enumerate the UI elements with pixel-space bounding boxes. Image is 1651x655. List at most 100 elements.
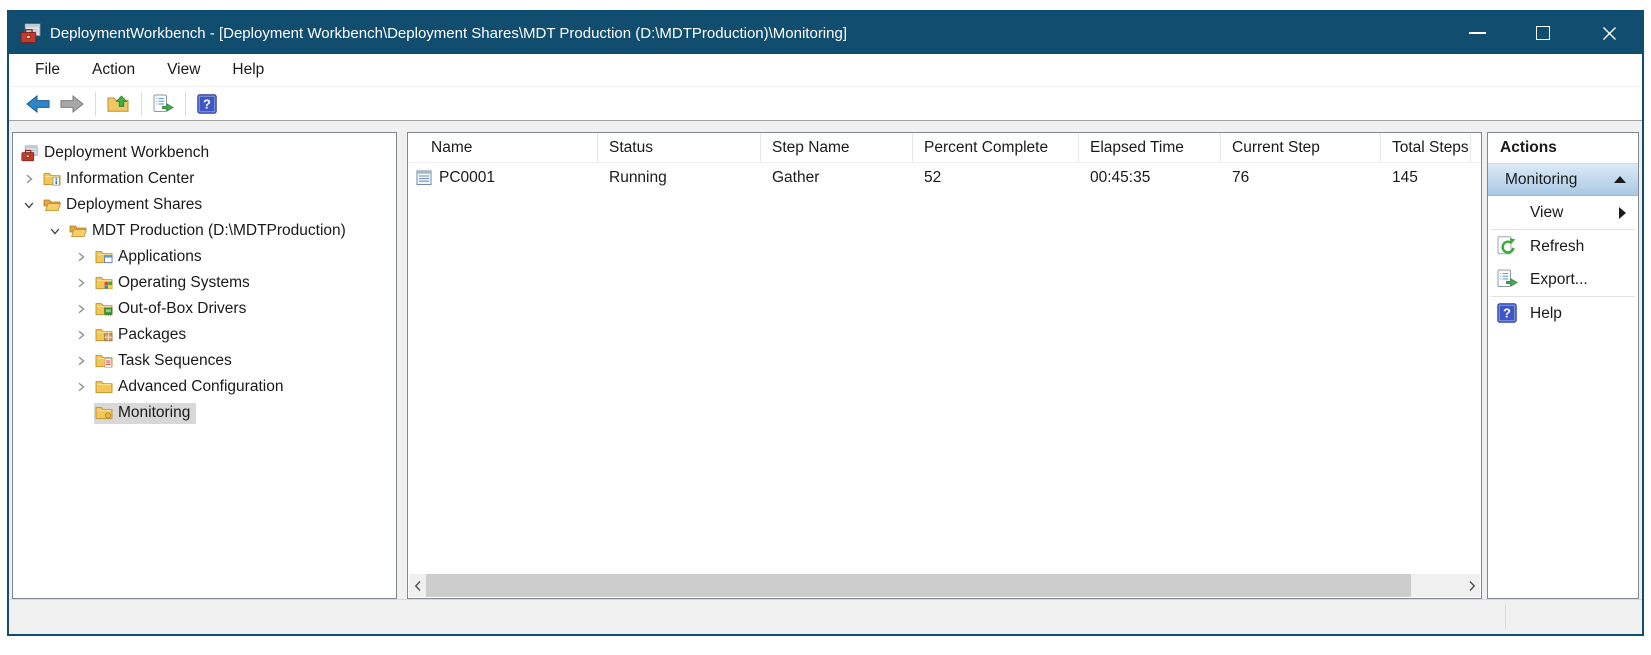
export-list-button[interactable]	[148, 90, 179, 118]
scrollbar-thumb[interactable]	[426, 574, 1412, 597]
tree-item-information-center[interactable]: Information Center	[13, 166, 396, 192]
action-help[interactable]: ? Help	[1488, 297, 1638, 330]
tree-item-deployment-shares[interactable]: Deployment Shares	[13, 192, 396, 218]
chevron-collapsed-icon[interactable]	[75, 329, 87, 341]
help-icon: ?	[1497, 303, 1518, 324]
column-header-percent-complete[interactable]: Percent Complete	[913, 133, 1079, 162]
tree-item-label: Task Sequences	[118, 351, 232, 369]
window-controls	[1444, 12, 1642, 54]
column-header-name[interactable]: Name	[408, 133, 598, 162]
action-label: Help	[1530, 304, 1562, 322]
forward-arrow-button[interactable]	[55, 90, 89, 118]
toolbar: ?	[9, 87, 1642, 121]
svg-text:?: ?	[1503, 306, 1511, 321]
chevron-expanded-icon[interactable]	[49, 225, 61, 237]
tree-item-label: Deployment Workbench	[44, 143, 210, 161]
cell-text-step_name: Gather	[772, 169, 820, 186]
action-label: Export...	[1530, 270, 1588, 288]
chevron-expanded-icon[interactable]	[23, 199, 35, 211]
menu-view[interactable]: View	[167, 61, 201, 78]
chevron-collapsed-icon[interactable]	[23, 173, 35, 185]
column-header-total-steps[interactable]: Total Steps	[1381, 133, 1471, 162]
cell-name: PC0001	[408, 169, 598, 187]
chevron-left-icon	[414, 580, 422, 592]
chevron-collapsed-icon[interactable]	[75, 381, 87, 393]
back-arrow-button[interactable]	[21, 90, 55, 118]
tree-item-deployment-workbench[interactable]: Deployment Workbench	[13, 140, 396, 166]
scroll-left-button[interactable]	[409, 574, 426, 597]
actions-sections: Monitoring View Refresh Export...? Help	[1488, 163, 1638, 330]
tree-item-content: Out-of-Box Drivers	[94, 299, 252, 320]
chevron-collapsed-icon[interactable]	[75, 355, 87, 367]
tree-item-label: MDT Production (D:\MDTProduction)	[92, 221, 346, 239]
tree-item-operating-systems[interactable]: Operating Systems	[13, 270, 396, 296]
tree-item-content: Advanced Configuration	[94, 377, 289, 398]
tree-item-content: Information Center	[42, 169, 200, 190]
folder-driver-icon	[95, 301, 113, 317]
cell-text-status: Running	[609, 169, 667, 186]
folder-package-icon	[95, 327, 113, 343]
list-view-body: PC0001 Running Gather 52 00:45:35 76 145	[408, 163, 1481, 193]
menu-bar: File Action View Help	[9, 54, 1642, 87]
action-refresh[interactable]: Refresh	[1488, 230, 1638, 263]
help-icon: ?	[197, 93, 217, 114]
toolbar-separator	[185, 91, 186, 116]
status-bar-divider	[1505, 605, 1506, 629]
folder-task-icon	[95, 353, 113, 369]
tree-item-content: Operating Systems	[94, 273, 256, 294]
tree-item-packages[interactable]: Packages	[13, 322, 396, 348]
up-one-level-button[interactable]	[102, 90, 135, 118]
cell-current_step: 76	[1221, 169, 1381, 187]
tree-item-mdt-production-d-mdtproduction[interactable]: MDT Production (D:\MDTProduction)	[13, 218, 396, 244]
tree-item-label: Deployment Shares	[66, 195, 203, 213]
column-header-elapsed-time[interactable]: Elapsed Time	[1079, 133, 1221, 162]
tree-item-label: Out-of-Box Drivers	[118, 299, 247, 317]
column-header-step-name[interactable]: Step Name	[761, 133, 913, 162]
folder-open-icon	[43, 197, 61, 213]
toolbar-separator	[141, 91, 142, 116]
cell-percent_complete: 52	[913, 169, 1079, 187]
title-bar: DeploymentWorkbench - [Deployment Workbe…	[9, 12, 1642, 54]
column-header-status[interactable]: Status	[598, 133, 761, 162]
actions-separator	[1491, 296, 1635, 297]
scrollbar-track[interactable]	[1411, 574, 1463, 597]
svg-text:?: ?	[203, 96, 211, 111]
help-button[interactable]: ?	[192, 90, 222, 118]
tree-item-applications[interactable]: Applications	[13, 244, 396, 270]
tree-item-advanced-configuration[interactable]: Advanced Configuration	[13, 374, 396, 400]
actions-section-monitoring[interactable]: Monitoring	[1488, 163, 1638, 196]
folder-monitor-icon	[95, 405, 113, 421]
action-view[interactable]: View	[1488, 196, 1638, 229]
maximize-icon	[1536, 26, 1550, 40]
submenu-arrow-icon	[1619, 206, 1626, 219]
scroll-right-button[interactable]	[1463, 574, 1480, 597]
column-header-filler	[1471, 133, 1481, 162]
chevron-collapsed-icon[interactable]	[75, 277, 87, 289]
tree-item-monitoring[interactable]: Monitoring	[13, 400, 396, 426]
menu-help[interactable]: Help	[232, 61, 265, 78]
list-row-pc0001[interactable]: PC0001 Running Gather 52 00:45:35 76 145	[408, 163, 1481, 193]
menu-action[interactable]: Action	[91, 61, 136, 78]
export-list-icon	[153, 94, 174, 113]
tree-pane: Deployment Workbench Information Center De…	[12, 132, 397, 599]
maximize-button[interactable]	[1510, 12, 1576, 54]
horizontal-scrollbar[interactable]	[409, 574, 1480, 597]
menu-file[interactable]: File	[35, 61, 60, 78]
cell-text-percent_complete: 52	[924, 169, 942, 186]
collapse-section-icon[interactable]	[1614, 176, 1626, 183]
minimize-button[interactable]	[1444, 12, 1510, 54]
folder-info-icon	[43, 171, 61, 187]
tree-selection-highlight: Monitoring	[94, 402, 197, 424]
close-button[interactable]	[1576, 12, 1642, 54]
folder-open-icon	[69, 223, 87, 239]
chevron-collapsed-icon[interactable]	[75, 303, 87, 315]
list-view-pane: Name Status Step Name Percent Complete Elaps…	[407, 132, 1482, 599]
column-header-current-step[interactable]: Current Step	[1221, 133, 1381, 162]
tree-item-out-of-box-drivers[interactable]: Out-of-Box Drivers	[13, 296, 396, 322]
action-export[interactable]: Export...	[1488, 263, 1638, 296]
tree-item-label: Operating Systems	[118, 273, 250, 291]
chevron-collapsed-icon[interactable]	[75, 251, 87, 263]
tree-item-task-sequences[interactable]: Task Sequences	[13, 348, 396, 374]
tree-item-label: Advanced Configuration	[118, 377, 284, 395]
action-label: View	[1530, 203, 1564, 221]
